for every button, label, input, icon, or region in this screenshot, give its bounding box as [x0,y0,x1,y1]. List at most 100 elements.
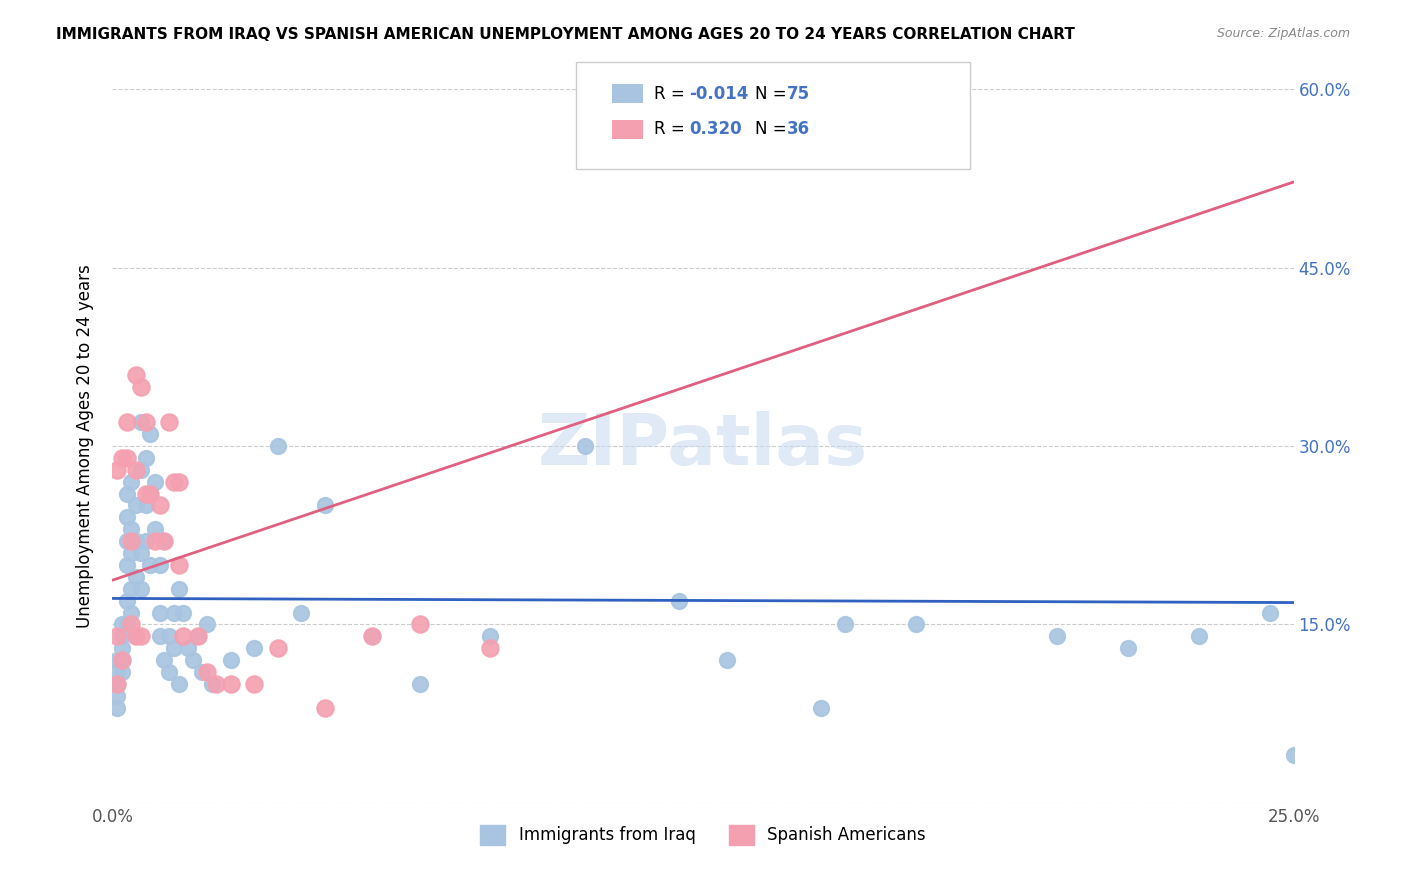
Point [834,617,856,632]
Point [149,499,172,513]
Point [163,641,186,656]
Point [408,677,430,691]
Text: -0.014: -0.014 [689,85,748,103]
Point [125,463,148,477]
Point [115,558,138,572]
Point [115,415,138,429]
Point [129,629,152,643]
Point [129,379,152,393]
Point [125,570,148,584]
Text: 0.320: 0.320 [689,120,741,138]
Point [120,606,142,620]
Point [105,689,128,703]
Point [129,546,152,560]
Point [115,486,138,500]
Point [668,593,690,607]
Point [574,439,596,453]
Point [135,450,157,465]
Point [219,677,242,691]
Point [1188,629,1211,643]
Point [267,641,290,656]
Point [810,700,832,714]
Legend: Immigrants from Iraq, Spanish Americans: Immigrants from Iraq, Spanish Americans [474,818,932,852]
Point [1116,641,1139,656]
Text: N =: N = [755,85,792,103]
Point [167,475,190,489]
Point [135,415,157,429]
Point [115,534,138,549]
Point [143,534,166,549]
Point [177,641,200,656]
Point [153,534,176,549]
Point [105,653,128,667]
Point [105,463,128,477]
Point [105,700,128,714]
Point [157,629,180,643]
Point [105,677,128,691]
Point [139,486,162,500]
Point [111,450,134,465]
Point [153,534,176,549]
Point [125,368,148,382]
Point [361,629,384,643]
Point [115,617,138,632]
Point [139,558,162,572]
Point [195,617,218,632]
Point [149,629,172,643]
Point [120,475,142,489]
Point [172,629,194,643]
Point [205,677,228,691]
Point [201,677,224,691]
Text: 75: 75 [787,85,810,103]
Point [129,415,152,429]
Point [172,606,194,620]
Point [716,653,738,667]
Point [904,617,927,632]
Point [1258,606,1281,620]
Point [181,653,204,667]
Text: N =: N = [755,120,792,138]
Point [115,593,138,607]
Point [219,653,242,667]
Point [167,558,190,572]
Point [111,665,134,679]
Point [621,142,644,156]
Point [125,499,148,513]
Text: ZIPatlas: ZIPatlas [538,411,868,481]
Point [125,534,148,549]
Point [149,558,172,572]
Point [195,665,218,679]
Point [120,534,142,549]
Point [129,463,152,477]
Point [163,606,186,620]
Point [186,629,208,643]
Point [290,606,312,620]
Point [125,629,148,643]
Point [361,629,384,643]
Point [111,641,134,656]
Point [479,629,502,643]
Point [120,546,142,560]
Point [314,499,336,513]
Point [111,617,134,632]
Text: R =: R = [654,120,690,138]
Point [191,665,214,679]
Point [105,677,128,691]
Point [314,700,336,714]
Point [105,665,128,679]
Point [115,450,138,465]
Point [129,582,152,596]
Text: Source: ZipAtlas.com: Source: ZipAtlas.com [1216,27,1350,40]
Point [267,439,290,453]
Point [105,677,128,691]
Point [139,486,162,500]
Point [115,510,138,524]
Point [139,427,162,442]
Point [167,677,190,691]
Point [105,629,128,643]
Point [1046,629,1069,643]
Point [143,475,166,489]
Point [1282,748,1305,763]
Point [111,653,134,667]
Point [157,415,180,429]
